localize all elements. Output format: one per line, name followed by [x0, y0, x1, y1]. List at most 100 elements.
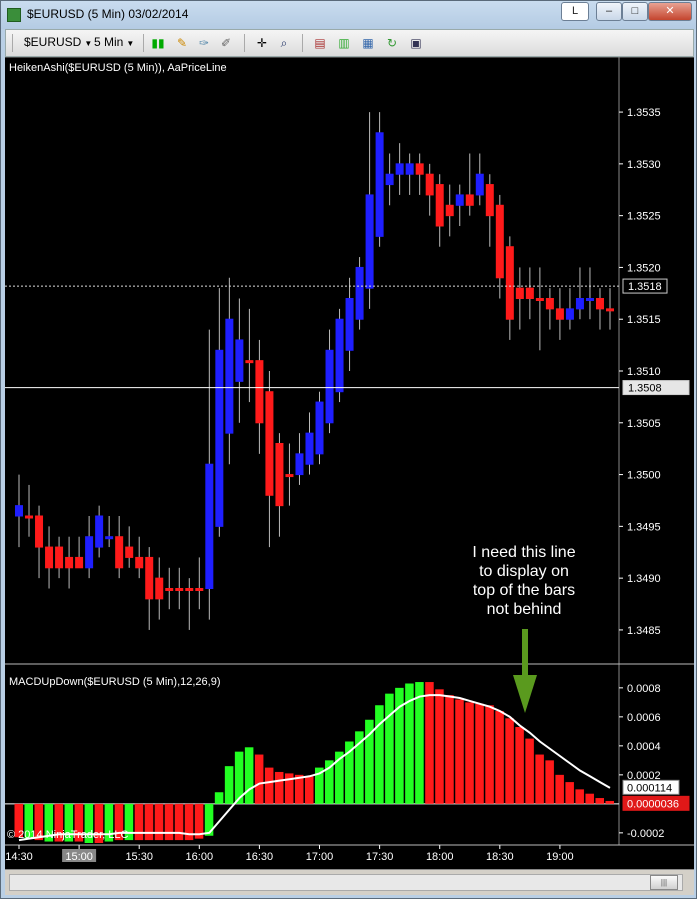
macd-histogram-bar: [595, 798, 604, 804]
time-tick-label: 16:00: [186, 851, 214, 863]
price-tick-label: 1.3520: [627, 262, 661, 274]
macd-histogram-bar: [174, 803, 184, 841]
time-tick-label: 18:30: [486, 851, 514, 863]
zoom-icon[interactable]: ⌕: [280, 36, 288, 50]
time-tick-label: 19:00: [546, 851, 574, 863]
macd-tick-label: 0.0006: [627, 712, 661, 724]
candle-body: [425, 173, 434, 196]
macd-histogram-bar: [605, 800, 615, 804]
maximize-button[interactable]: □: [622, 2, 648, 21]
candle-body: [125, 546, 134, 558]
candle-body: [145, 556, 154, 600]
candle-body: [295, 453, 304, 476]
candle-body: [205, 463, 214, 590]
strategies-icon[interactable]: ▦: [362, 36, 374, 50]
last-price-marker: 1.3518: [628, 281, 662, 293]
chart-area[interactable]: 1.3535 1.3530 1.3525 1.3520 1.3515 1.3510 1.35…: [5, 57, 694, 869]
candle-body: [305, 432, 314, 465]
candle-body: [155, 577, 164, 600]
macd-histogram-bar: [445, 695, 454, 804]
candle-body: [245, 360, 254, 364]
price-panel-label: HeikenAshi($EURUSD (5 Min)), AaPriceLine: [9, 62, 227, 74]
time-tick-label: 15:00: [65, 851, 93, 863]
candle-body: [215, 349, 224, 527]
macd-histogram-bar: [164, 803, 174, 841]
chevron-down-icon: ▼: [84, 39, 93, 48]
candle-body: [595, 298, 604, 310]
macd-histogram-bar: [405, 683, 414, 804]
copyright-text: © 2014 NinjaTrader, LLC: [7, 829, 129, 841]
macd-tick-label: 0.0002: [627, 770, 661, 782]
macd-histogram-bar: [204, 803, 214, 836]
status-strip: |||: [5, 869, 694, 895]
candle-body: [405, 163, 414, 175]
indicators-icon[interactable]: ▥: [338, 36, 350, 50]
price-tick-label: 1.3485: [627, 625, 661, 637]
candle-body: [285, 474, 294, 478]
pencil-icon[interactable]: ✎: [176, 36, 188, 50]
macd-tick-label: 0.0004: [627, 741, 661, 753]
scroll-thumb[interactable]: |||: [650, 875, 678, 890]
horizontal-scrollbar[interactable]: |||: [9, 874, 683, 891]
macd-histogram-bar: [345, 741, 354, 804]
candle-body: [105, 536, 114, 540]
time-tick-label: 14:30: [5, 851, 33, 863]
annotation-text-line: I need this line: [472, 544, 575, 561]
pin-icon[interactable]: ✑: [198, 36, 210, 50]
price-tick-label: 1.3535: [627, 107, 661, 119]
macd-histogram-bar: [585, 793, 594, 804]
macd-histogram-bar: [505, 718, 514, 804]
macd-histogram-bar: [224, 766, 234, 804]
macd-histogram-bar: [435, 689, 444, 804]
candle-body: [165, 588, 174, 591]
macd-histogram-bar: [104, 803, 114, 842]
interval-selector[interactable]: 5 Min ▼: [94, 35, 134, 49]
candle-body: [135, 556, 144, 569]
minimize-button[interactable]: –: [596, 2, 622, 21]
candle-body: [95, 515, 104, 548]
close-button[interactable]: ✕: [648, 2, 692, 21]
macd-histogram-bar: [485, 705, 494, 804]
macd-histogram-bar: [54, 803, 64, 842]
data-box-icon[interactable]: ▤: [314, 36, 326, 50]
candle-body: [115, 536, 124, 569]
instrument-selector[interactable]: $EURUSD ▼: [24, 35, 92, 49]
eraser-icon[interactable]: ✐: [220, 36, 232, 50]
candle-body: [575, 298, 584, 310]
macd-avg-marker: 0.000114: [627, 782, 672, 794]
refresh-icon[interactable]: ↻: [386, 36, 398, 50]
macd-histogram-bar: [475, 703, 484, 804]
help-button[interactable]: L: [561, 2, 589, 21]
macd-histogram-bar: [495, 711, 504, 804]
chart-toolbar: $EURUSD ▼ 5 Min ▼ ▮▮ ✎ ✑ ✐ ✛ ⌕ ▤ ▥ ▦ ↻ ▣: [5, 29, 694, 57]
chart-canvas[interactable]: 1.3535 1.3530 1.3525 1.3520 1.3515 1.3510 1.35…: [5, 57, 694, 869]
macd-average-line[interactable]: [18, 694, 611, 842]
properties-icon[interactable]: ▣: [410, 36, 422, 50]
title-bar[interactable]: $EURUSD (5 Min) 03/02/2014 L – □ ✕: [1, 1, 696, 29]
macd-histogram-bar: [184, 803, 194, 841]
macd-histogram-bar: [274, 771, 284, 804]
interval-label: 5 Min: [94, 35, 124, 49]
bar-type-icon[interactable]: ▮▮: [151, 36, 165, 50]
candle-body: [435, 184, 444, 227]
macd-histogram-bar: [415, 682, 424, 804]
price-tick-label: 1.3530: [627, 159, 661, 171]
macd-histogram-bar: [375, 705, 384, 804]
toolbar-separator: [244, 34, 245, 52]
macd-histogram-bar: [555, 774, 564, 804]
macd-histogram-bar: [284, 773, 294, 804]
candle-body: [345, 298, 354, 351]
macd-panel-label: MACDUpDown($EURUSD (5 Min),12,26,9): [9, 676, 221, 688]
candle-body: [25, 515, 34, 519]
macd-avg-marker-box: [622, 779, 680, 795]
macd-histogram-bar: [575, 789, 584, 804]
time-tick-label: 17:30: [366, 851, 394, 863]
macd-histogram-bar: [244, 747, 254, 804]
candle-body: [515, 287, 524, 299]
candle-body: [35, 515, 44, 548]
candle-body: [235, 339, 244, 382]
candle-body: [255, 360, 264, 424]
price-tick-label: 1.3525: [627, 211, 661, 223]
crosshair-icon[interactable]: ✛: [256, 36, 268, 50]
candle-body: [175, 588, 184, 591]
